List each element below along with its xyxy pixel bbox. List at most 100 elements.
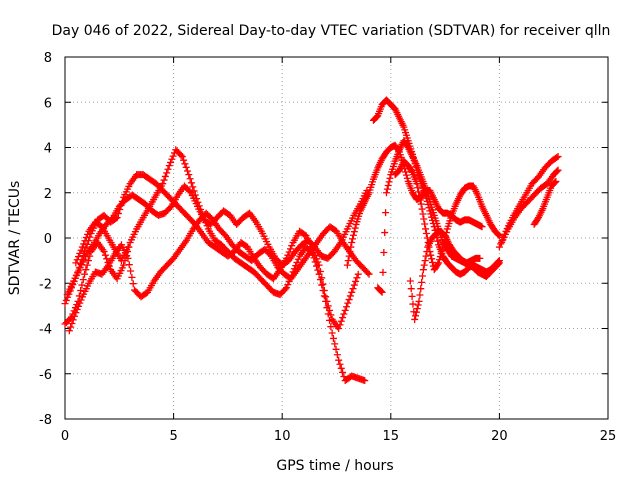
data-point-marker xyxy=(423,248,431,256)
data-point-marker xyxy=(495,231,503,239)
data-point-marker xyxy=(413,305,421,313)
data-point-marker xyxy=(283,284,291,292)
data-point-marker xyxy=(169,152,177,160)
data-point-marker xyxy=(420,215,428,223)
series-track-4 xyxy=(65,209,373,335)
data-point-marker xyxy=(315,261,323,269)
x-tick-label: 20 xyxy=(491,429,508,444)
data-point-marker xyxy=(318,281,326,289)
data-point-marker xyxy=(335,325,343,332)
data-point-marker xyxy=(409,300,417,308)
data-point-marker xyxy=(418,205,426,213)
y-tick-label: 2 xyxy=(44,187,52,202)
data-point-marker xyxy=(284,281,292,289)
data-point-marker xyxy=(344,257,352,265)
data-point-marker xyxy=(320,286,328,294)
data-point-marker xyxy=(168,155,176,163)
data-point-marker xyxy=(82,266,90,274)
data-point-marker xyxy=(344,299,352,307)
data-point-marker xyxy=(416,291,424,299)
data-point-marker xyxy=(341,306,349,314)
data-point-marker xyxy=(72,259,80,267)
x-tick-label: 25 xyxy=(600,429,617,444)
data-point-marker xyxy=(403,174,411,182)
x-axis-label: GPS time / hours xyxy=(276,458,393,474)
data-point-marker xyxy=(553,167,561,175)
data-point-marker xyxy=(407,285,415,293)
data-point-marker xyxy=(415,297,423,305)
data-point-marker xyxy=(314,258,322,266)
data-point-marker xyxy=(77,296,85,304)
data-point-marker xyxy=(347,243,355,251)
data-point-marker xyxy=(160,176,168,184)
data-point-marker xyxy=(328,329,336,337)
data-point-marker xyxy=(79,276,87,284)
data-point-marker xyxy=(412,312,420,320)
data-point-marker xyxy=(182,163,190,171)
data-point-marker xyxy=(178,153,186,161)
data-point-marker xyxy=(495,232,503,240)
data-point-marker xyxy=(417,285,425,293)
data-point-marker xyxy=(434,260,442,268)
data-point-marker xyxy=(124,243,132,251)
data-point-marker xyxy=(68,320,76,328)
y-tick-label: 8 xyxy=(44,51,52,66)
data-point-marker xyxy=(337,364,345,372)
data-point-marker xyxy=(435,256,443,264)
data-point-marker xyxy=(365,270,373,278)
data-point-marker xyxy=(333,351,341,359)
data-point-marker xyxy=(348,288,356,296)
data-point-marker xyxy=(180,156,188,164)
data-point-marker xyxy=(346,292,354,300)
series-track-6 xyxy=(369,96,503,278)
data-point-marker xyxy=(380,248,388,256)
data-point-marker xyxy=(435,259,443,267)
data-point-marker xyxy=(62,296,70,304)
data-point-marker xyxy=(383,185,391,193)
data-point-marker xyxy=(161,172,169,180)
data-point-marker xyxy=(422,229,430,237)
data-point-marker xyxy=(439,243,447,251)
data-point-marker xyxy=(419,272,427,280)
data-point-marker xyxy=(318,274,326,282)
data-point-marker xyxy=(125,261,133,269)
data-point-marker xyxy=(127,267,135,275)
data-point-marker xyxy=(415,192,423,200)
data-point-marker xyxy=(495,259,503,267)
data-point-marker xyxy=(352,277,360,285)
data-point-marker xyxy=(437,249,445,257)
x-tick-label: 0 xyxy=(61,429,69,444)
x-axis: 0 5 10 15 20 25 xyxy=(61,57,616,444)
data-point-marker xyxy=(554,166,562,174)
data-point-marker xyxy=(349,285,357,293)
data-point-marker xyxy=(428,255,436,263)
data-point-marker xyxy=(61,300,69,308)
data-point-marker xyxy=(82,234,90,242)
data-point-marker xyxy=(84,257,92,265)
data-point-marker xyxy=(381,229,389,237)
data-point-marker xyxy=(74,302,82,310)
data-point-marker xyxy=(434,237,442,245)
data-point-marker xyxy=(340,310,348,318)
data-point-marker xyxy=(73,256,81,264)
data-point-marker xyxy=(421,220,429,228)
chart-title: Day 046 of 2022, Sidereal Day-to-day VTE… xyxy=(52,23,611,39)
data-point-marker xyxy=(186,187,194,195)
data-point-marker xyxy=(382,209,390,217)
data-point-marker xyxy=(189,183,197,191)
data-point-marker xyxy=(129,280,137,288)
data-point-marker xyxy=(311,252,319,260)
data-point-marker xyxy=(342,303,350,311)
y-axis-label: SDTVAR / TECUs xyxy=(7,181,23,296)
data-point-marker xyxy=(164,165,172,173)
data-point-marker xyxy=(551,178,559,186)
series-track-12 xyxy=(530,177,560,228)
data-point-marker xyxy=(107,215,115,223)
data-point-marker xyxy=(285,248,293,256)
data-point-marker xyxy=(66,315,74,323)
x-tick-label: 15 xyxy=(383,429,400,444)
data-point-marker xyxy=(78,243,86,251)
data-point-marker xyxy=(422,225,430,233)
data-point-marker xyxy=(286,245,294,253)
data-point-marker xyxy=(329,334,337,342)
